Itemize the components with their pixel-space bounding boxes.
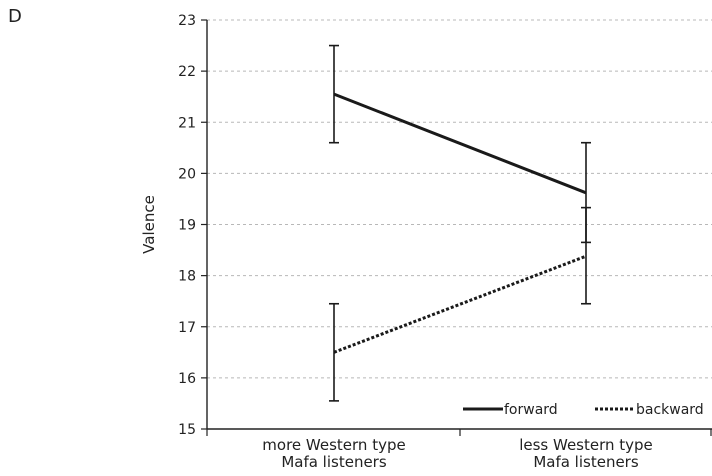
legend: forward backward: [463, 402, 704, 418]
legend-label-backward: backward: [636, 402, 704, 418]
legend-label-forward: forward: [504, 402, 558, 418]
y-tick-label: 15: [178, 422, 196, 438]
y-tick-label: 16: [178, 371, 196, 387]
panel-label: D: [8, 6, 22, 27]
y-tick-label: 19: [178, 218, 196, 234]
y-axis-title: Valence: [140, 195, 158, 254]
series-line-forward: [333, 92, 587, 195]
y-tick-label: 17: [178, 320, 196, 336]
x-category-label: Mafa listeners: [281, 453, 387, 471]
series-group: [329, 44, 591, 402]
x-category-label: less Western type: [519, 436, 653, 454]
y-tick-label: 20: [178, 166, 196, 182]
x-category-label: Mafa listeners: [533, 453, 639, 471]
y-tick-label: 23: [178, 13, 196, 29]
y-tick-label: 22: [178, 64, 196, 80]
y-tick-label: 21: [178, 115, 196, 131]
series-line-backward: [333, 254, 587, 354]
x-category-label: more Western type: [262, 436, 405, 454]
gridlines: [207, 19, 712, 379]
y-tick-label: 18: [178, 269, 196, 285]
